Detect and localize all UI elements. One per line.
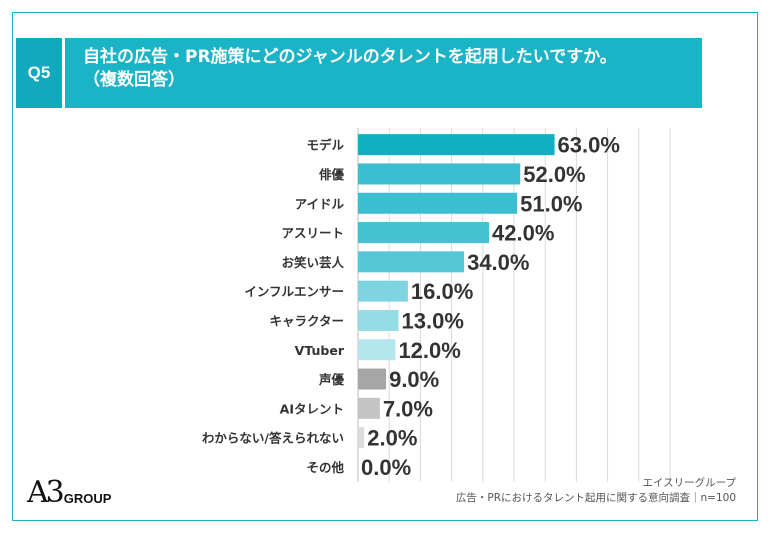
source-survey: 広告・PRにおけるタレント起用に関する意向調査｜n=100 — [455, 492, 736, 504]
source-company: エイスリーグループ — [642, 477, 736, 489]
question-banner: 自社の広告・PR施策にどのジャンルのタレントを起用したいですか。 （複数回答） — [65, 38, 702, 108]
question-text: 自社の広告・PR施策にどのジャンルのタレントを起用したいですか。 — [83, 47, 617, 67]
value-label: 7.0% — [383, 396, 433, 421]
value-label: 9.0% — [389, 367, 439, 392]
category-label: 声優 — [318, 372, 345, 387]
logo-text: GROUP — [63, 491, 112, 506]
bar — [358, 427, 365, 449]
source-note: エイスリーグループ 広告・PRにおけるタレント起用に関する意向調査｜n=100 — [456, 476, 736, 506]
value-label: 13.0% — [402, 308, 464, 333]
category-label: キャラクター — [269, 313, 344, 328]
category-label: その他 — [306, 460, 344, 475]
category-label: アスリート — [281, 226, 344, 241]
bar — [358, 134, 555, 156]
category-label: 俳優 — [319, 167, 345, 182]
value-label: 51.0% — [520, 191, 582, 216]
bar — [358, 222, 490, 244]
logo-mark: A3 — [27, 475, 65, 510]
value-label: 42.0% — [492, 221, 554, 246]
value-label: 0.0% — [361, 455, 411, 480]
value-label: 52.0% — [523, 162, 585, 187]
value-label: 16.0% — [411, 279, 473, 304]
bar — [358, 368, 387, 390]
bar — [358, 192, 518, 214]
bar — [358, 397, 380, 419]
category-label: AIタレント — [280, 401, 344, 416]
category-label: モデル — [306, 138, 344, 153]
question-badge: Q5 — [16, 38, 62, 108]
category-label: VTuber — [295, 343, 345, 358]
question-note: （複数回答） — [83, 70, 185, 90]
bar — [358, 339, 396, 361]
value-label: 12.0% — [398, 338, 460, 363]
category-label: アイドル — [295, 196, 345, 211]
category-label: わからない/答えられない — [202, 431, 344, 446]
value-label: 63.0% — [558, 133, 620, 158]
company-logo: A3 GROUP — [27, 478, 111, 508]
question-number: Q5 — [27, 63, 51, 82]
bar — [358, 280, 408, 302]
bar — [358, 163, 521, 185]
bar — [358, 251, 465, 273]
category-label: インフルエンサー — [244, 284, 344, 299]
value-label: 2.0% — [367, 426, 417, 451]
bar — [358, 309, 399, 331]
category-label: お笑い芸人 — [281, 255, 344, 270]
value-label: 34.0% — [467, 250, 529, 275]
